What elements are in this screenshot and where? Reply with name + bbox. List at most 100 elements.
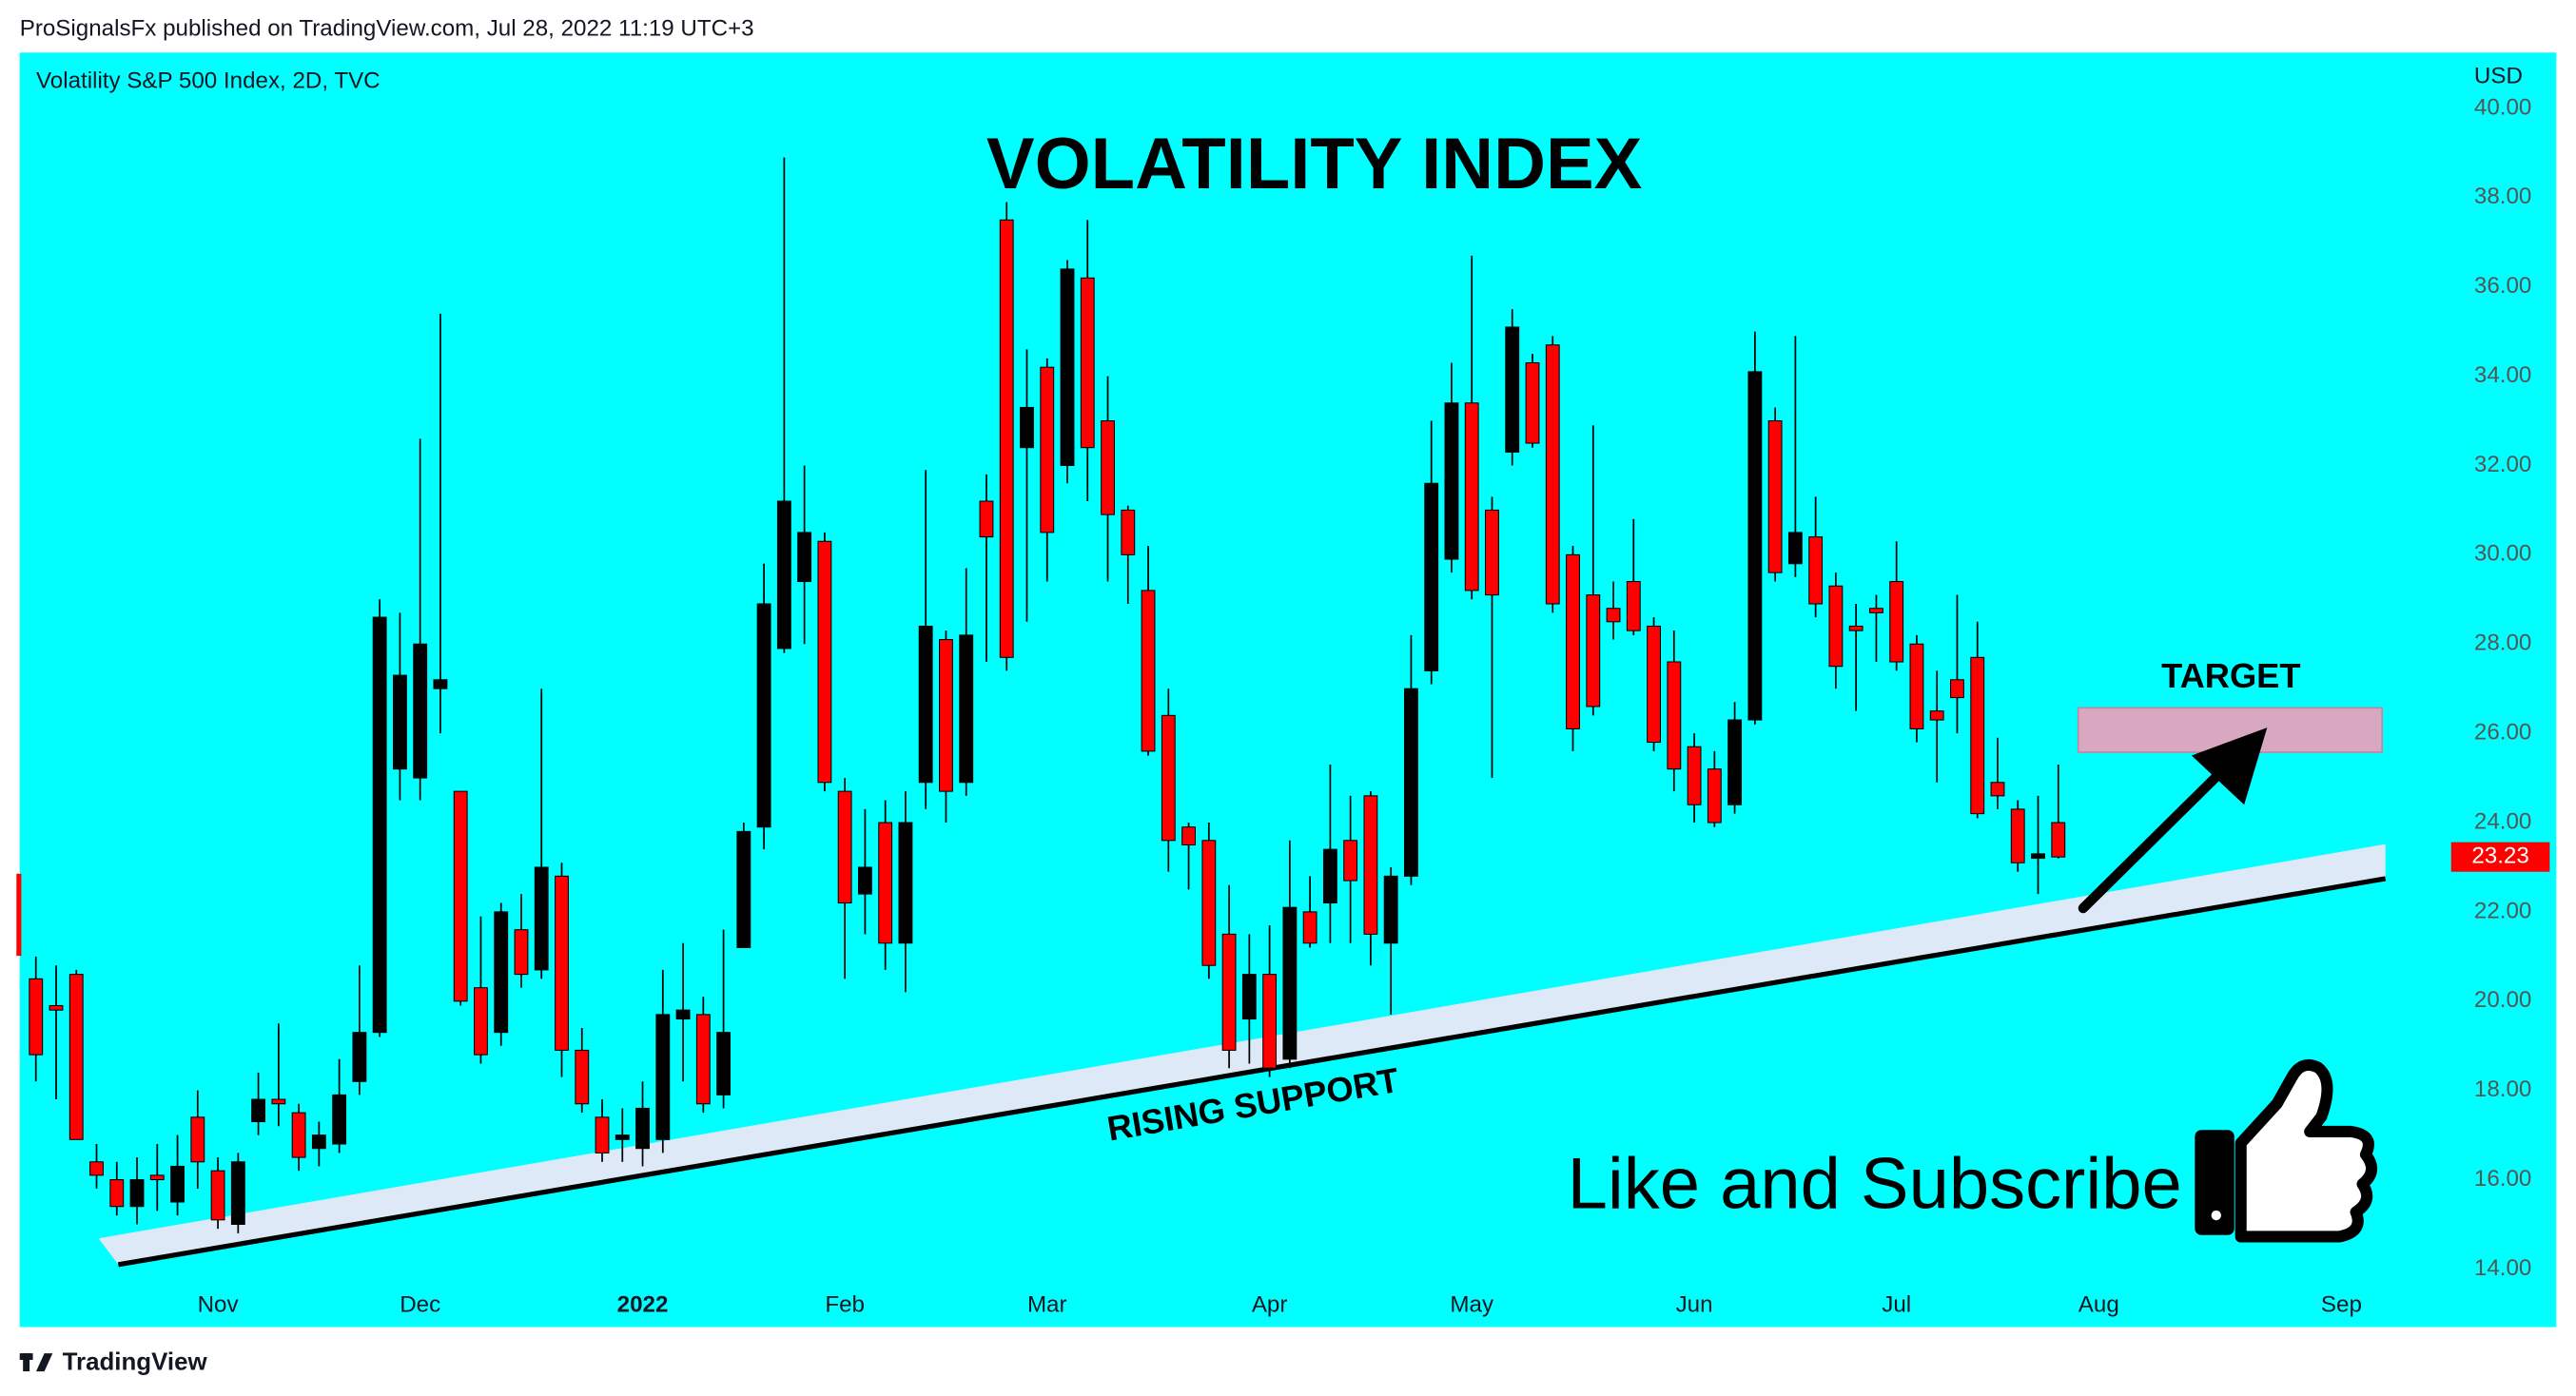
candle-body [149, 1174, 165, 1181]
candle-body [332, 1094, 347, 1145]
candle-body [898, 822, 913, 944]
candle-body [1727, 719, 1743, 805]
candle-body [736, 830, 751, 948]
y-tick-label: 30.00 [2474, 541, 2531, 567]
candle-body [271, 1098, 286, 1105]
plot-area [19, 52, 2557, 1328]
candle-body [1848, 625, 1864, 631]
candle-body [1322, 848, 1337, 904]
candle-body [1141, 590, 1156, 752]
candle-body [453, 790, 468, 1002]
candle-body [49, 1004, 64, 1011]
candle-body [1181, 826, 1196, 846]
currency-label: USD [2474, 64, 2523, 89]
candle-body [999, 219, 1014, 658]
candle-body [311, 1134, 326, 1150]
candle-body [776, 500, 791, 650]
candle-body [474, 987, 488, 1056]
arrow-head [2191, 727, 2268, 805]
candle-body [1404, 688, 1418, 877]
candle-body [837, 790, 852, 904]
y-tick-label: 28.00 [2474, 630, 2531, 656]
candle-body [89, 1161, 104, 1176]
candle-body [1161, 714, 1176, 842]
candles [29, 157, 2066, 1233]
y-tick-label: 34.00 [2474, 362, 2531, 388]
subscribe-annotation: Like and Subscribe [1568, 1143, 2182, 1224]
candle-body [575, 1049, 590, 1105]
candle-body [170, 1165, 185, 1203]
candle-body [1545, 344, 1560, 605]
candle-body [655, 1014, 671, 1140]
last-price-label: 23.23 [2471, 843, 2528, 869]
candle-body [555, 875, 569, 1051]
candle-body [918, 625, 933, 784]
axes: 14.00 16.00 18.00 20.00 22.00 24.00 26.00 28.00… [198, 94, 2550, 1317]
candle-body [1525, 361, 1540, 444]
candle-body [392, 674, 407, 770]
candle-body [1282, 906, 1298, 1060]
candle-body [939, 639, 953, 792]
candle-body [129, 1179, 145, 1208]
candle-body [1950, 679, 1964, 699]
y-tick-label: 26.00 [2474, 720, 2531, 746]
footer-brand: TradingView [63, 1348, 208, 1375]
candle-body [1020, 406, 1034, 449]
x-tick-label: Sep [2321, 1291, 2362, 1317]
candle-body [1221, 933, 1237, 1051]
y-tick-label: 24.00 [2474, 808, 2531, 834]
y-tick-label: 40.00 [2474, 94, 2531, 120]
candle-body [1262, 974, 1278, 1069]
y-tick-label: 18.00 [2474, 1076, 2531, 1102]
candle-body [2010, 808, 2025, 863]
candle-body [433, 679, 448, 689]
x-tick-label: Jun [1676, 1291, 1713, 1317]
x-tick-label: May [1450, 1291, 1494, 1317]
candle-body [1060, 268, 1075, 467]
candle-body [1889, 581, 1904, 663]
chart-title: VOLATILITY INDEX [986, 124, 1642, 204]
x-tick-label: Apr [1252, 1291, 1288, 1317]
candle-body [514, 929, 529, 976]
candle-body [1868, 608, 1883, 613]
candle-body [797, 532, 812, 583]
y-tick-label: 32.00 [2474, 452, 2531, 477]
x-tick-label: Nov [198, 1291, 239, 1317]
candle-body [1424, 482, 1439, 671]
candle-body [1566, 553, 1580, 729]
candle-body [756, 603, 771, 828]
candle-body [1302, 911, 1317, 944]
arrow-shaft [2078, 769, 2223, 914]
support-line [117, 876, 2387, 1268]
candle-body [959, 634, 974, 784]
candle-body [1586, 594, 1601, 708]
candle-body [1505, 326, 1520, 453]
x-tick-label: Feb [825, 1291, 865, 1317]
candle-body [494, 911, 509, 1034]
candle-body [878, 822, 893, 944]
candle-body [372, 616, 387, 1034]
candle-body [857, 866, 872, 895]
candle-body [1667, 661, 1682, 770]
candle-body [1787, 532, 1803, 565]
support-band [98, 843, 2386, 1265]
candle-body [352, 1032, 367, 1082]
candle-body [716, 1032, 732, 1095]
candle-body [817, 540, 832, 784]
candle-body [1606, 608, 1621, 623]
candle-body [695, 1014, 711, 1105]
candle-body [1970, 656, 1985, 815]
candle-body [230, 1161, 245, 1226]
candle-body [109, 1179, 125, 1208]
candle-body [1101, 420, 1115, 515]
candle-body [1485, 509, 1499, 596]
candle-body [1121, 509, 1136, 555]
footer-logo [19, 1353, 53, 1372]
y-tick-label: 36.00 [2474, 273, 2531, 299]
candle-body [1444, 402, 1459, 560]
candle-body [1767, 420, 1783, 573]
candle-body [1201, 840, 1217, 966]
y-tick-label: 16.00 [2474, 1166, 2531, 1192]
candle-body [615, 1134, 630, 1140]
